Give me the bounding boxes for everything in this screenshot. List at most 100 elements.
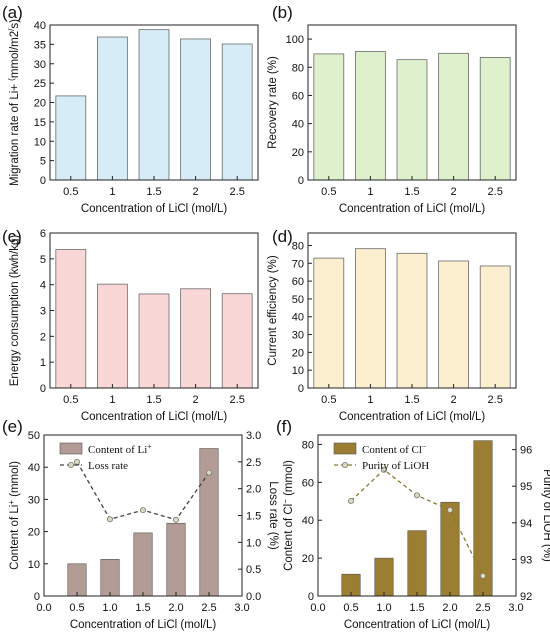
y-tick-label: 0: [34, 591, 40, 603]
x-tick-label: 0.5: [321, 186, 336, 198]
bar: [97, 36, 128, 181]
x-tick-label: 1: [109, 186, 115, 198]
y-tick-label: 50: [292, 294, 304, 306]
y-tick-label: 20: [302, 553, 314, 565]
y-tick-label: 60: [292, 90, 304, 102]
x-tick-label: 2.0: [442, 602, 457, 614]
x-tick-label: 2: [193, 394, 199, 406]
y-tick-label: 0: [40, 383, 46, 395]
panel-letter: (f): [276, 417, 292, 436]
bar: [67, 563, 87, 597]
bar: [133, 532, 153, 597]
y-tick-label: 80: [302, 439, 314, 451]
bar: [313, 257, 345, 389]
y-tick-label: 60: [292, 276, 304, 288]
x-tick-label: 2: [451, 394, 457, 406]
legend-line-marker: [341, 461, 348, 468]
y-tick-label: 5: [40, 156, 46, 168]
y-tick-label: 40: [302, 515, 314, 527]
x-tick-label: 1.5: [409, 602, 424, 614]
line-point: [380, 466, 387, 473]
y-tick-label: 10: [28, 559, 40, 571]
panel-letter: (a): [2, 3, 23, 22]
bar: [438, 52, 469, 181]
y-tick-label: 40: [292, 119, 304, 131]
bar: [355, 248, 386, 389]
panel-letter: (c): [2, 227, 22, 246]
bar: [100, 558, 120, 597]
y-axis-label: Current efficiency (%): [267, 255, 279, 366]
legend-line-label: Loss rate: [88, 460, 128, 472]
line-point: [446, 507, 453, 514]
bar: [180, 38, 211, 181]
y-tick-label: 0: [298, 175, 304, 187]
y2-tick-label: 1.0: [246, 537, 261, 549]
y-tick-label: 30: [28, 494, 40, 506]
line-point: [172, 516, 179, 523]
y-tick-label: 40: [292, 312, 304, 324]
legend-bar-swatch: [333, 442, 357, 455]
y-axis-label: Migration rate of Li+ (mmol/m2/s): [7, 19, 22, 186]
y-tick-label: 1: [40, 357, 46, 369]
y-axis-label: Content of Li+ (mmol): [7, 461, 22, 570]
x-tick-label: 2: [193, 186, 199, 198]
legend-line-marker: [68, 461, 75, 468]
y-tick-label: 80: [292, 240, 304, 252]
x-axis-label: Concentration of LiCl (mol/L): [339, 411, 486, 423]
bar: [396, 59, 428, 181]
bar: [180, 288, 211, 389]
bar: [166, 522, 186, 597]
y-tick-label: 4: [40, 280, 46, 292]
y-tick-label: 80: [292, 62, 304, 74]
bar: [97, 283, 128, 389]
x-tick-label: 1: [367, 394, 373, 406]
x-tick-label: 1.5: [146, 394, 161, 406]
x-tick-label: 0.5: [69, 602, 84, 614]
y-tick-label: 0: [308, 591, 314, 603]
y2-tick-label: 94: [520, 518, 532, 530]
line-point: [479, 572, 486, 579]
y-tick-label: 30: [34, 59, 46, 71]
y2-tick-label: 1.5: [246, 511, 261, 523]
panel-d-current-efficiency: (d) 0 10 20 30 40 50 60 70 80 0.5 1 1.5 2 2.5Concentra…: [267, 227, 517, 423]
x-axis-label: Concentration of LiCl (mol/L): [344, 619, 491, 631]
x-tick-label: 1: [367, 186, 373, 198]
y-tick-label: 40: [34, 20, 46, 32]
x-tick-label: 2.5: [488, 186, 503, 198]
line-point: [139, 507, 146, 514]
y-tick-label: 30: [292, 330, 304, 342]
bar: [479, 265, 511, 389]
bar: [407, 530, 427, 597]
line-point: [74, 458, 81, 465]
bar: [55, 249, 87, 389]
x-tick-label: 1.5: [146, 186, 161, 198]
legend-bar-label: Content of Cl−: [362, 442, 427, 457]
legend-bar-label: Content of Li+: [88, 442, 152, 457]
x-tick-label: 0.5: [63, 186, 78, 198]
panel-f-cl-content-purity: (f) 0.0 0.5 1.0 1.5 2.0 2.5 3.0 0 20 40 60 80 92 93 94 9…: [276, 417, 550, 631]
y2-tick-label: 0.5: [246, 564, 261, 576]
panel-letter: (e): [2, 417, 23, 436]
line-point: [205, 469, 212, 476]
y-tick-label: 20: [28, 527, 40, 539]
bar: [313, 53, 345, 181]
bar: [479, 57, 511, 181]
y-tick-label: 35: [34, 39, 46, 51]
x-tick-label: 2.5: [230, 394, 245, 406]
x-tick-label: 0.5: [343, 602, 358, 614]
y2-tick-label: 2.0: [246, 484, 261, 496]
x-tick-label: 0.0: [310, 602, 325, 614]
bar: [221, 43, 253, 181]
y-tick-label: 60: [302, 477, 314, 489]
bar: [396, 252, 428, 389]
bar: [355, 51, 386, 181]
x-tick-label: 1: [109, 394, 115, 406]
y-axis-label: Energy consumption (kwh/kg): [9, 235, 21, 387]
line-point: [107, 516, 114, 523]
bar: [440, 501, 460, 597]
y-tick-label: 100: [286, 34, 304, 46]
panel-e-li-content-loss-rate: (e) 0.0 0.5 1.0 1.5 2.0 2.5 3.0 0 10 20 30 40 50 0.0 0.…: [2, 417, 279, 631]
y-axis-label: Content of Cl− (mmol): [281, 460, 296, 571]
panel-letter: (b): [272, 3, 293, 22]
